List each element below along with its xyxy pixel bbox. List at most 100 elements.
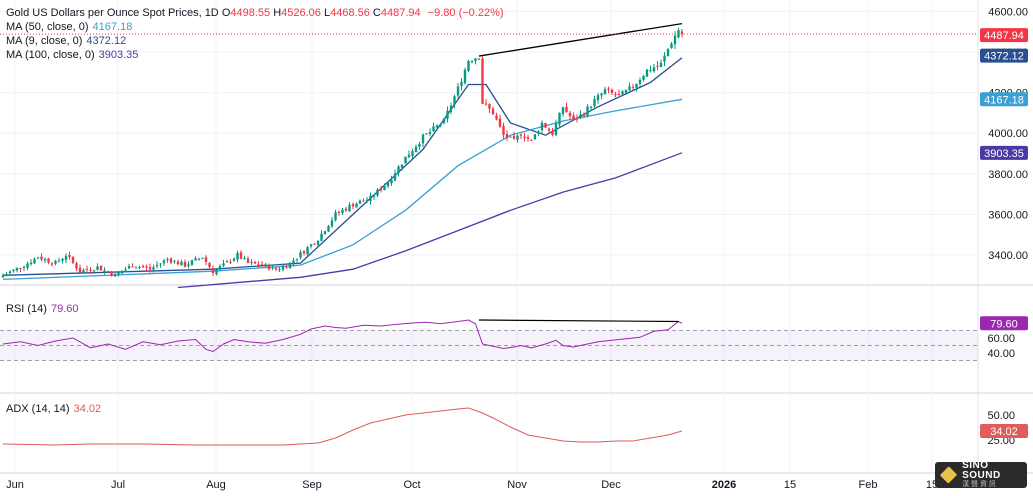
- candle-body: [421, 134, 425, 144]
- candle-body: [582, 113, 586, 116]
- adx-tick-label: 50.00: [987, 410, 1015, 422]
- candle-body: [82, 270, 85, 273]
- adx-badge-bg: [980, 423, 1028, 438]
- candle-body: [341, 209, 344, 214]
- candle-body: [404, 156, 407, 164]
- rsi-trendline: [478, 319, 679, 323]
- candle-body: [645, 69, 649, 77]
- candle-body: [589, 106, 593, 108]
- candle-body: [386, 182, 390, 187]
- candle-body: [201, 257, 204, 259]
- candle-body: [460, 81, 463, 87]
- candle-body: [498, 118, 502, 127]
- candle-body: [547, 128, 551, 131]
- ohlc-value: 4526.06: [281, 7, 321, 19]
- candle-body: [642, 75, 645, 80]
- candle-body: [141, 266, 145, 268]
- candle-body: [397, 166, 400, 173]
- watermark-name: SINO SOUND: [962, 460, 1001, 481]
- ohlc-key: O: [221, 7, 231, 19]
- candle-body: [71, 256, 75, 263]
- candle-body: [369, 195, 372, 201]
- candle-body: [250, 262, 253, 264]
- candle-body: [194, 258, 197, 261]
- candle-body: [110, 272, 113, 276]
- rsi-tick-label: 40.00: [987, 348, 1015, 360]
- candle-body: [89, 269, 92, 271]
- time-tick-label: Feb: [859, 479, 878, 491]
- candle-body: [309, 244, 313, 247]
- candle-body: [554, 123, 558, 136]
- candle-body: [36, 257, 40, 259]
- candle-body: [596, 95, 600, 101]
- price-change: −9.80 (−0.22%): [427, 7, 504, 19]
- candle-body: [47, 258, 50, 263]
- candle-body: [502, 126, 505, 135]
- candle-body: [243, 258, 246, 260]
- candle-body: [225, 261, 229, 263]
- time-tick-label: Jun: [6, 479, 24, 491]
- candle-body: [491, 108, 495, 115]
- candle-body: [533, 134, 537, 140]
- candle-body: [372, 195, 376, 197]
- candle-body: [355, 203, 358, 208]
- candle-body: [439, 124, 442, 126]
- candle-body: [12, 269, 15, 271]
- candle-body: [631, 86, 635, 88]
- candle-body: [617, 93, 621, 96]
- candle-body: [516, 135, 519, 140]
- candle-body: [568, 112, 572, 117]
- candle-body: [526, 137, 530, 139]
- candle-body: [155, 264, 159, 267]
- candle-body: [362, 200, 365, 202]
- candle-body: [621, 91, 624, 95]
- candle-body: [169, 258, 173, 263]
- candle-body: [358, 200, 362, 204]
- adx-legend: ADX (14, 14) 34.02: [6, 403, 102, 415]
- candle-body: [64, 256, 68, 260]
- candle-body: [540, 122, 544, 131]
- candle-body: [376, 189, 379, 196]
- candle-body: [330, 220, 334, 227]
- candle-body: [306, 247, 309, 255]
- candle-body: [323, 231, 327, 235]
- candle-body: [124, 269, 127, 271]
- candle-body: [180, 261, 183, 266]
- ma-legend-50: MA (50, close, 0) 4167.18: [6, 21, 133, 33]
- candle-body: [197, 258, 201, 260]
- ma-legend-100: MA (100, close, 0) 3903.35: [6, 49, 139, 61]
- candle-body: [57, 260, 61, 262]
- rsi-badge-bg: [980, 316, 1028, 331]
- candle-body: [680, 31, 684, 35]
- last-price-badge-bg: [980, 28, 1028, 43]
- candle-body: [652, 67, 656, 72]
- candle-body: [246, 258, 250, 263]
- axes: 3400.003600.003800.004000.004200.004400.…: [6, 6, 1028, 491]
- candle-body: [1, 275, 5, 278]
- candle-body: [428, 131, 432, 134]
- adx-value: 34.02: [73, 403, 102, 415]
- candle-body: [302, 251, 306, 254]
- time-tick-label: 15: [784, 479, 796, 491]
- candle-body: [113, 273, 117, 277]
- candle-body: [159, 263, 162, 265]
- ma100-badge-bg: [980, 145, 1028, 160]
- candle-body: [603, 89, 607, 95]
- candle-body: [295, 258, 299, 260]
- candle-body: [75, 263, 78, 269]
- candle-body: [565, 106, 568, 112]
- candle-body: [54, 260, 57, 264]
- candle-body: [313, 243, 316, 245]
- ohlc-value: 4498.55: [230, 7, 271, 19]
- ma9-badge-bg: [980, 48, 1028, 63]
- candle-body: [638, 80, 642, 84]
- candle-body: [148, 267, 152, 270]
- candle-body: [519, 134, 523, 136]
- diamond-icon: [939, 466, 958, 484]
- time-tick-label: Sep: [302, 479, 322, 491]
- candle-body: [488, 104, 491, 109]
- candle-body: [558, 112, 561, 125]
- candle-body: [393, 173, 397, 181]
- candle-body: [407, 154, 411, 158]
